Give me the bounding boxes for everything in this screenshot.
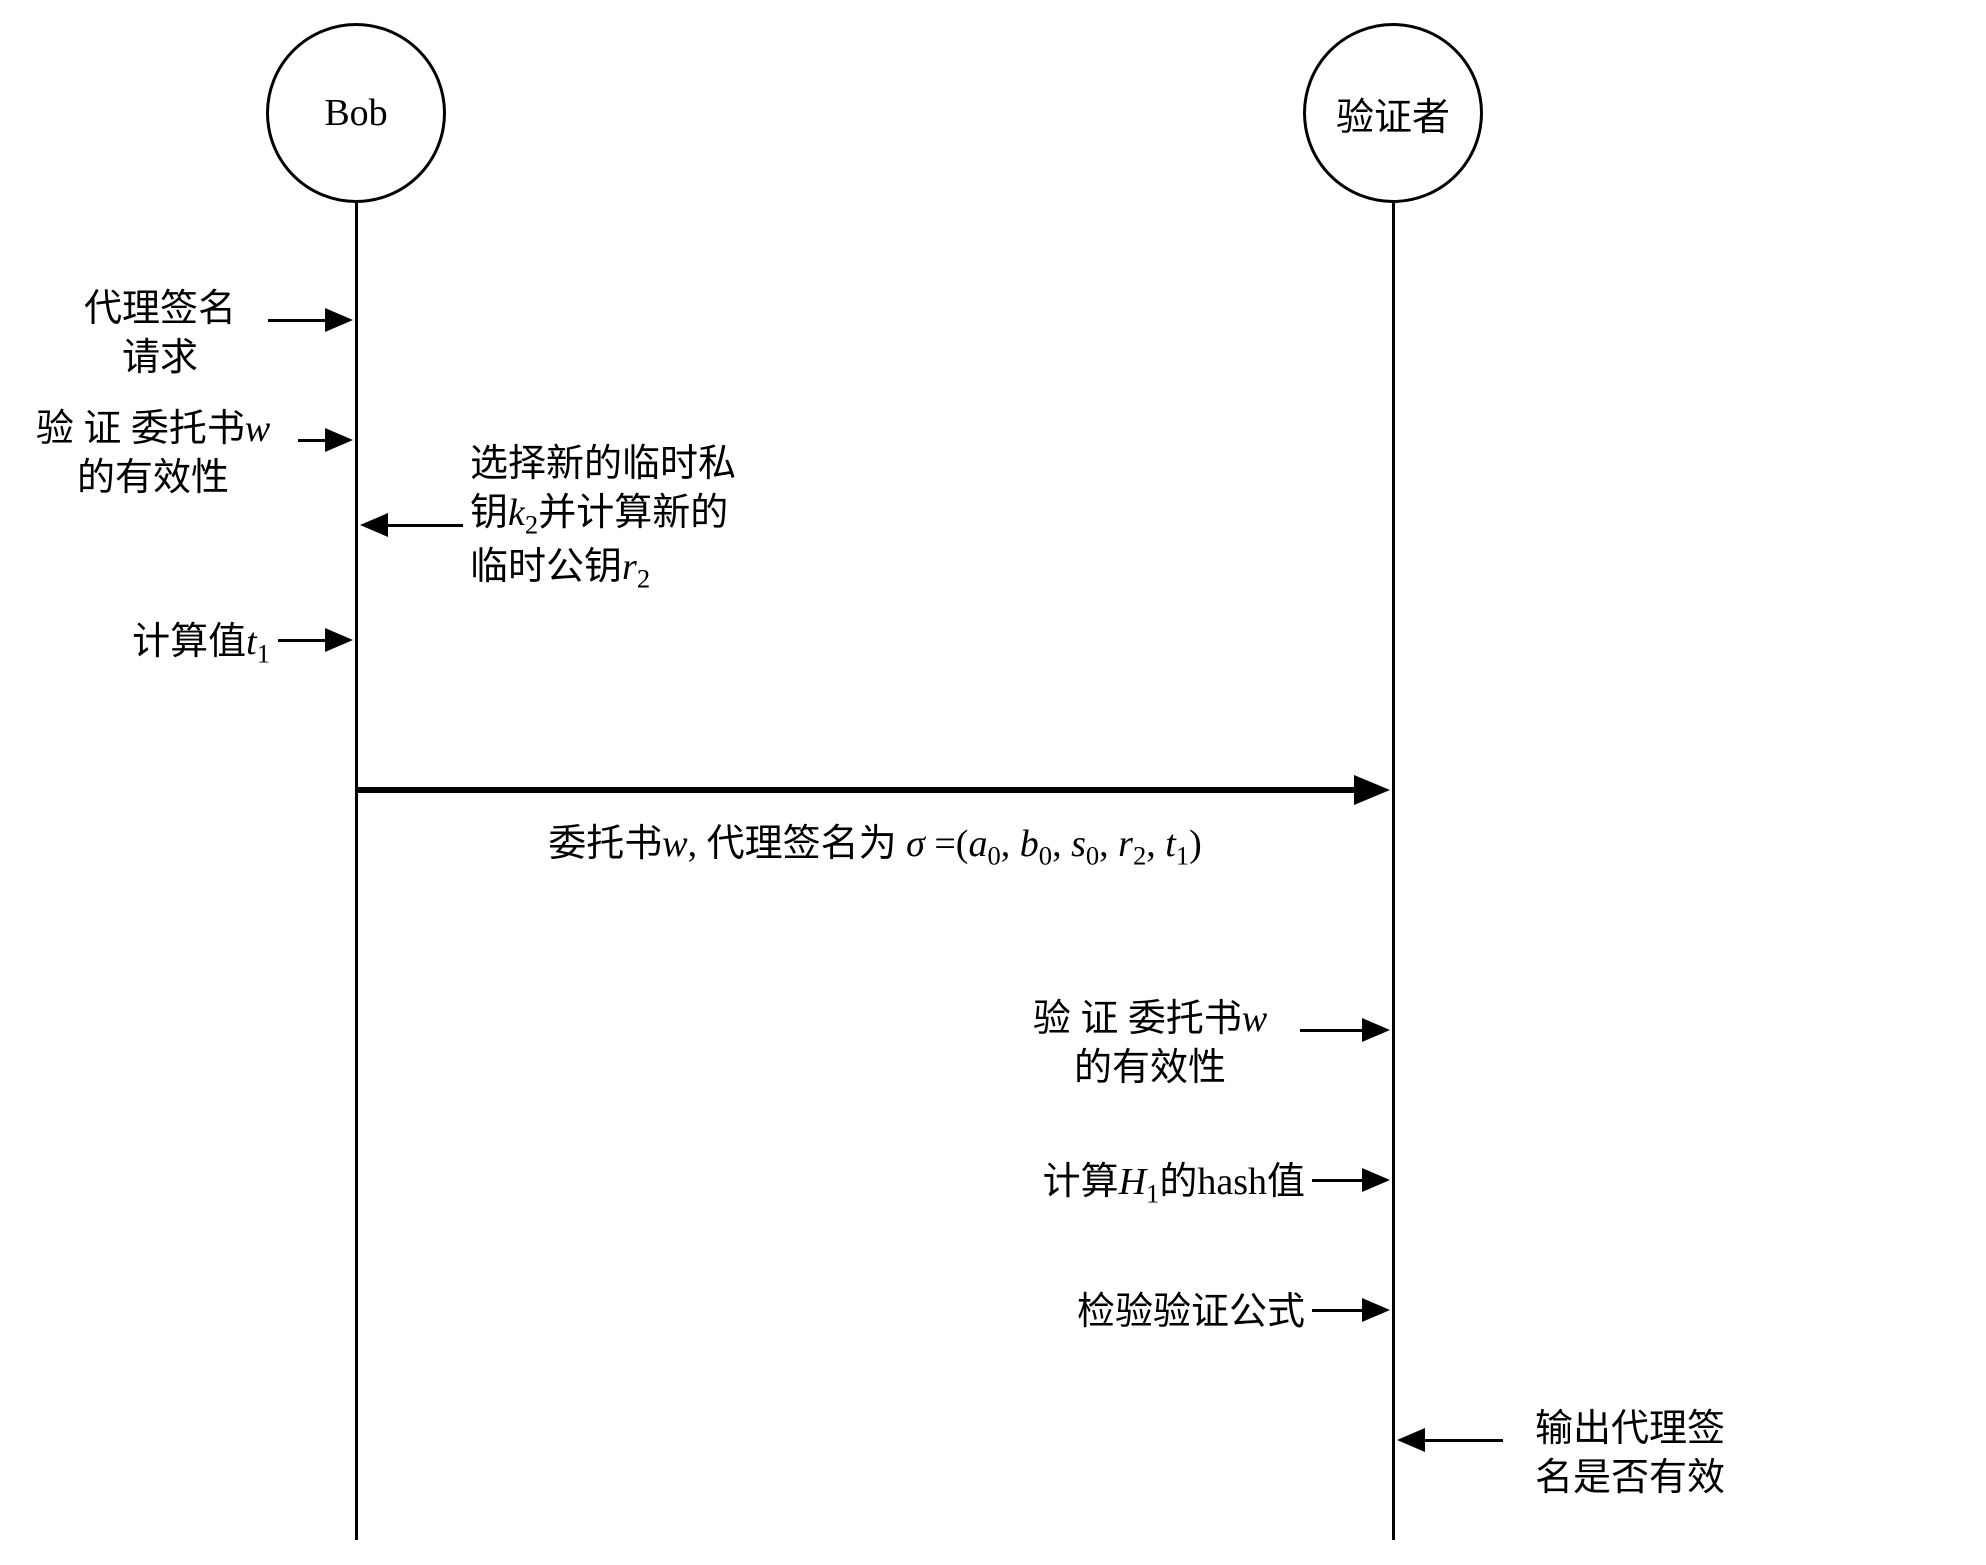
action-output-valid: 输出代理签名是否有效 bbox=[1510, 1405, 1750, 1504]
participant-verifier: 验证者 bbox=[1303, 23, 1483, 203]
arrow-compute-h1-hash bbox=[1312, 1179, 1364, 1182]
arrow-head-compute-t1 bbox=[325, 628, 353, 652]
arrow-head-select-temp-key bbox=[360, 513, 388, 537]
arrow-head-verify-warrant-verifier bbox=[1362, 1018, 1390, 1042]
arrow-check-verify-formula bbox=[1312, 1309, 1364, 1312]
action-compute-h1-hash: 计算H1的hash值 bbox=[985, 1158, 1305, 1211]
action-verify-warrant-bob: 验 证 委托书w的有效性 bbox=[8, 405, 298, 504]
action-check-verify-formula: 检验验证公式 bbox=[1045, 1288, 1305, 1337]
action-proxy-sign-request: 代理签名 请求 bbox=[60, 285, 260, 384]
arrow-head-compute-h1-hash bbox=[1362, 1168, 1390, 1192]
arrow-head-output-valid bbox=[1397, 1428, 1425, 1452]
arrow-proxy-sign-request bbox=[268, 319, 328, 322]
arrow-head-verify-warrant-bob bbox=[325, 428, 353, 452]
message-bob-to-verifier bbox=[357, 787, 1357, 793]
lifeline-verifier bbox=[1392, 203, 1395, 1540]
arrow-head-proxy-sign-request bbox=[325, 308, 353, 332]
participant-bob-label: Bob bbox=[324, 91, 387, 135]
action-select-temp-key: 选择新的临时私钥k2并计算新的临时公钥r2 bbox=[470, 440, 790, 596]
arrow-compute-t1 bbox=[278, 639, 328, 642]
arrow-verify-warrant-bob bbox=[298, 439, 328, 442]
lifeline-bob bbox=[355, 203, 358, 1540]
arrow-select-temp-key bbox=[388, 524, 463, 527]
action-verify-warrant-verifier: 验 证 委托书w的有效性 bbox=[1005, 995, 1295, 1094]
arrow-verify-warrant-verifier bbox=[1300, 1029, 1364, 1032]
sequence-diagram: Bob 验证者 代理签名 请求 验 证 委托书w的有效性 选择新的临时私钥k2并… bbox=[0, 0, 1986, 1565]
arrow-head-check-verify-formula bbox=[1362, 1298, 1390, 1322]
participant-verifier-label: 验证者 bbox=[1336, 86, 1450, 141]
participant-bob: Bob bbox=[266, 23, 446, 203]
arrow-head-message bbox=[1354, 775, 1390, 805]
arrow-output-valid bbox=[1425, 1439, 1503, 1442]
message-label: 委托书w, 代理签名为 σ =(a0, b0, s0, r2, t1) bbox=[410, 820, 1340, 873]
action-compute-t1: 计算值t1 bbox=[90, 618, 270, 671]
